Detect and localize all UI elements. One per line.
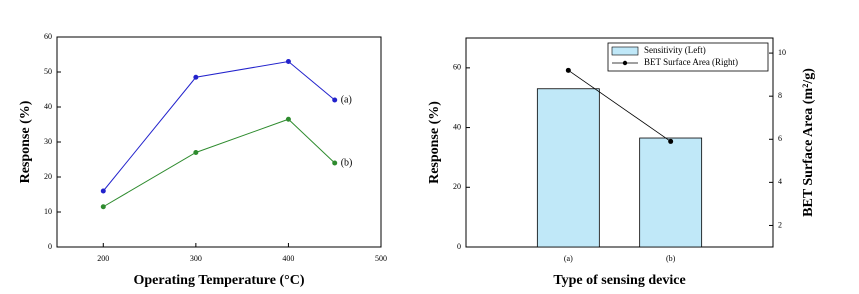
y-tick-label: 40 [44,102,52,111]
point [193,74,199,80]
y-axis-title: Response (%) [427,101,442,184]
point [668,138,674,144]
y-tick-label: 20 [453,182,461,191]
y2-tick-label: 6 [778,134,782,143]
x-tick-label: (a) [564,254,573,263]
y-tick-label: 60 [44,32,52,41]
point [285,116,291,122]
plot-frame [56,36,382,248]
point [100,204,106,210]
point [565,67,571,73]
x-axis-title: Operating Temperature (°C) [134,273,305,288]
y2-tick-label: 8 [778,91,782,100]
y-tick-label: 50 [44,67,52,76]
legend-marker [622,60,628,66]
point [332,160,338,166]
y-tick-label: 60 [453,63,461,72]
y-tick-label: 10 [44,207,52,216]
y-tick-label: 30 [44,137,52,146]
series-line [568,69,671,142]
bar [639,137,703,248]
series-label: (a) [341,94,352,105]
x-axis-title: Type of sensing device [553,273,685,288]
y-tick-label: 40 [453,122,461,131]
x-tick-label: 400 [282,254,294,263]
legend-box [607,42,769,72]
y-tick-label: 0 [457,242,461,251]
y2-tick-label: 4 [778,177,782,186]
plot-frame [465,37,774,248]
x-tick-label: 300 [190,254,202,263]
legend-label: Sensitivity (Left) [644,45,706,55]
y2-tick-label: 10 [778,48,786,57]
bar [536,88,600,248]
y-tick-label: 20 [44,172,52,181]
series-line [102,60,336,192]
legend-swatch [611,46,639,56]
y-tick-label: 0 [48,242,52,251]
y2-tick-label: 2 [778,220,782,229]
point [193,150,199,155]
x-tick-label: 200 [97,254,109,263]
point [100,188,106,194]
series-label: (b) [341,157,353,168]
y-axis-title: Response (%) [18,100,33,183]
x-tick-label: 500 [375,254,387,263]
series-line [103,118,336,208]
point [285,59,291,64]
y2-axis-title: BET Surface Area (m²/g) [801,68,816,217]
legend-label: BET Surface Area (Right) [644,57,738,67]
x-tick-label: (b) [666,254,676,263]
point [332,97,338,103]
